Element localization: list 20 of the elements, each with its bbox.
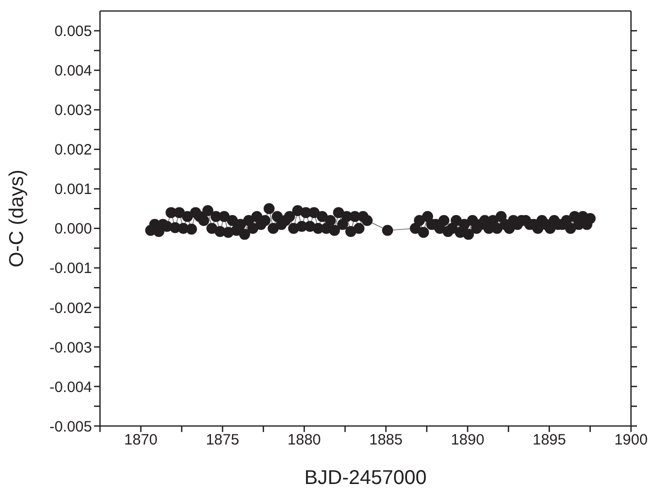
y-tick-label: -0.002 [49, 300, 92, 317]
y-axis-title: O-C (days) [6, 170, 28, 268]
y-tick-label: -0.001 [49, 260, 92, 278]
y-tick-label: 0.004 [54, 62, 92, 80]
x-tick-label: 1875 [206, 432, 240, 449]
x-tick-label: 1870 [124, 432, 158, 449]
x-tick-label: 1895 [532, 432, 566, 449]
y-tick-label: 0.002 [54, 142, 92, 159]
x-tick-label: 1890 [450, 432, 484, 449]
y-tick-label: -0.003 [49, 339, 92, 356]
y-tick-label: 0.005 [54, 23, 92, 40]
y-tick-label: -0.004 [49, 378, 92, 396]
y-tick-label: -0.005 [49, 418, 92, 436]
x-tick-label: 1880 [288, 432, 321, 449]
x-tick-label: 1900 [614, 432, 648, 449]
y-tick-label: 0.000 [54, 220, 92, 238]
y-tick-label: 0.001 [54, 181, 92, 198]
y-tick-label: 0.003 [54, 102, 92, 120]
x-axis-title: BJD-2457000 [304, 467, 427, 489]
x-tick-label: 1885 [369, 432, 403, 449]
